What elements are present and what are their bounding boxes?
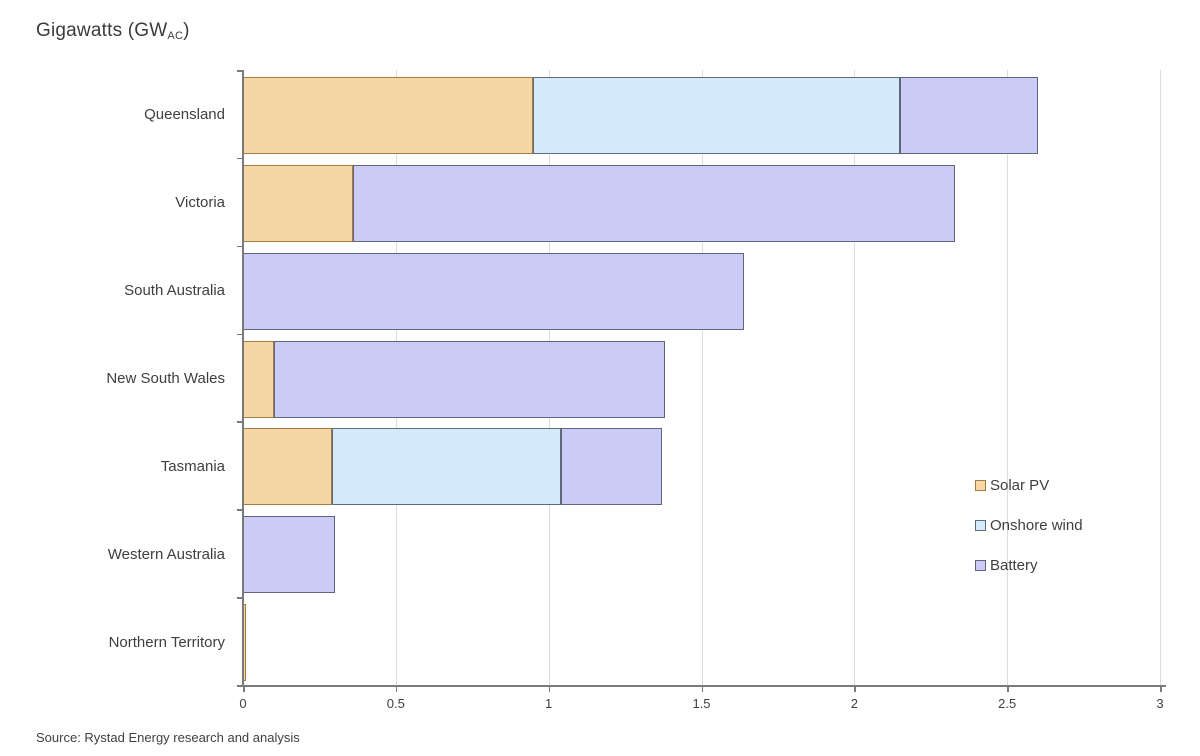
bar-segment <box>243 340 274 418</box>
category-label: New South Wales <box>106 370 225 387</box>
bar-segment <box>243 164 354 242</box>
category-label: Queensland <box>144 106 225 124</box>
x-axis-line <box>242 685 1166 687</box>
x-axis-tick <box>1007 686 1009 692</box>
chart-title-subscript: AC <box>167 30 184 42</box>
x-axis-tick <box>243 686 245 692</box>
chart-title-prefix: Gigawatts (GW <box>36 20 168 41</box>
bar-segment <box>353 164 956 242</box>
bar-segment <box>243 252 745 330</box>
bar-segment <box>243 516 335 594</box>
x-tick-label: 1 <box>545 696 553 711</box>
x-tick-label: 2 <box>850 696 858 711</box>
category-label: Tasmania <box>160 457 225 475</box>
solar-pv-swatch-icon <box>975 480 986 491</box>
bar-segment <box>533 76 901 154</box>
onshore-wind-swatch-icon <box>975 520 986 531</box>
x-axis-tick <box>548 686 551 692</box>
legend-item-onshore-wind: Onshore wind <box>975 517 1083 534</box>
x-tick-label: 2.5 <box>998 696 1017 711</box>
chart-title: Gigawatts (GWAC) <box>36 20 190 42</box>
legend-item-battery: Battery <box>975 557 1083 574</box>
gridline <box>701 70 703 685</box>
x-tick-label: 0.5 <box>386 696 405 711</box>
bar-segment <box>243 76 534 154</box>
source-note: Source: Rystad Energy research and analy… <box>36 730 300 745</box>
bar-segment <box>900 76 1038 154</box>
legend: Solar PV Onshore wind Battery <box>975 477 1083 598</box>
x-tick-label: 3 <box>1156 696 1164 711</box>
legend-label: Battery <box>990 557 1038 574</box>
y-axis-tick <box>237 685 243 687</box>
legend-label: Onshore wind <box>990 517 1083 534</box>
bar-segment <box>273 340 665 418</box>
y-axis-tick <box>237 597 243 599</box>
y-axis-line <box>242 70 244 685</box>
y-axis-tick <box>237 245 243 248</box>
bar-segment <box>331 428 561 506</box>
x-tick-label: 0 <box>239 696 247 711</box>
x-tick-label: 1.5 <box>692 696 711 711</box>
gridline <box>1007 70 1009 685</box>
y-axis-tick <box>237 333 243 336</box>
category-label: Western Australia <box>107 545 225 563</box>
bar-segment <box>243 604 247 682</box>
y-axis-tick <box>237 70 243 72</box>
x-axis-tick <box>1160 686 1162 692</box>
gridline <box>854 70 856 685</box>
x-axis-tick <box>854 686 856 692</box>
legend-label: Solar PV <box>990 477 1050 494</box>
category-label: Northern Territory <box>108 633 225 651</box>
y-axis-tick <box>237 421 243 423</box>
gridline <box>1160 70 1161 685</box>
category-label: South Australia <box>124 282 225 300</box>
y-axis-tick <box>237 509 243 511</box>
bar-segment <box>243 428 332 506</box>
bar-segment <box>560 428 662 506</box>
battery-swatch-icon <box>975 560 986 571</box>
x-axis-tick <box>395 686 398 692</box>
category-label: Victoria <box>175 194 225 212</box>
x-axis-tick <box>701 686 703 692</box>
y-axis-tick <box>237 157 243 160</box>
chart-title-suffix: ) <box>183 20 190 41</box>
legend-item-solar-pv: Solar PV <box>975 477 1083 494</box>
